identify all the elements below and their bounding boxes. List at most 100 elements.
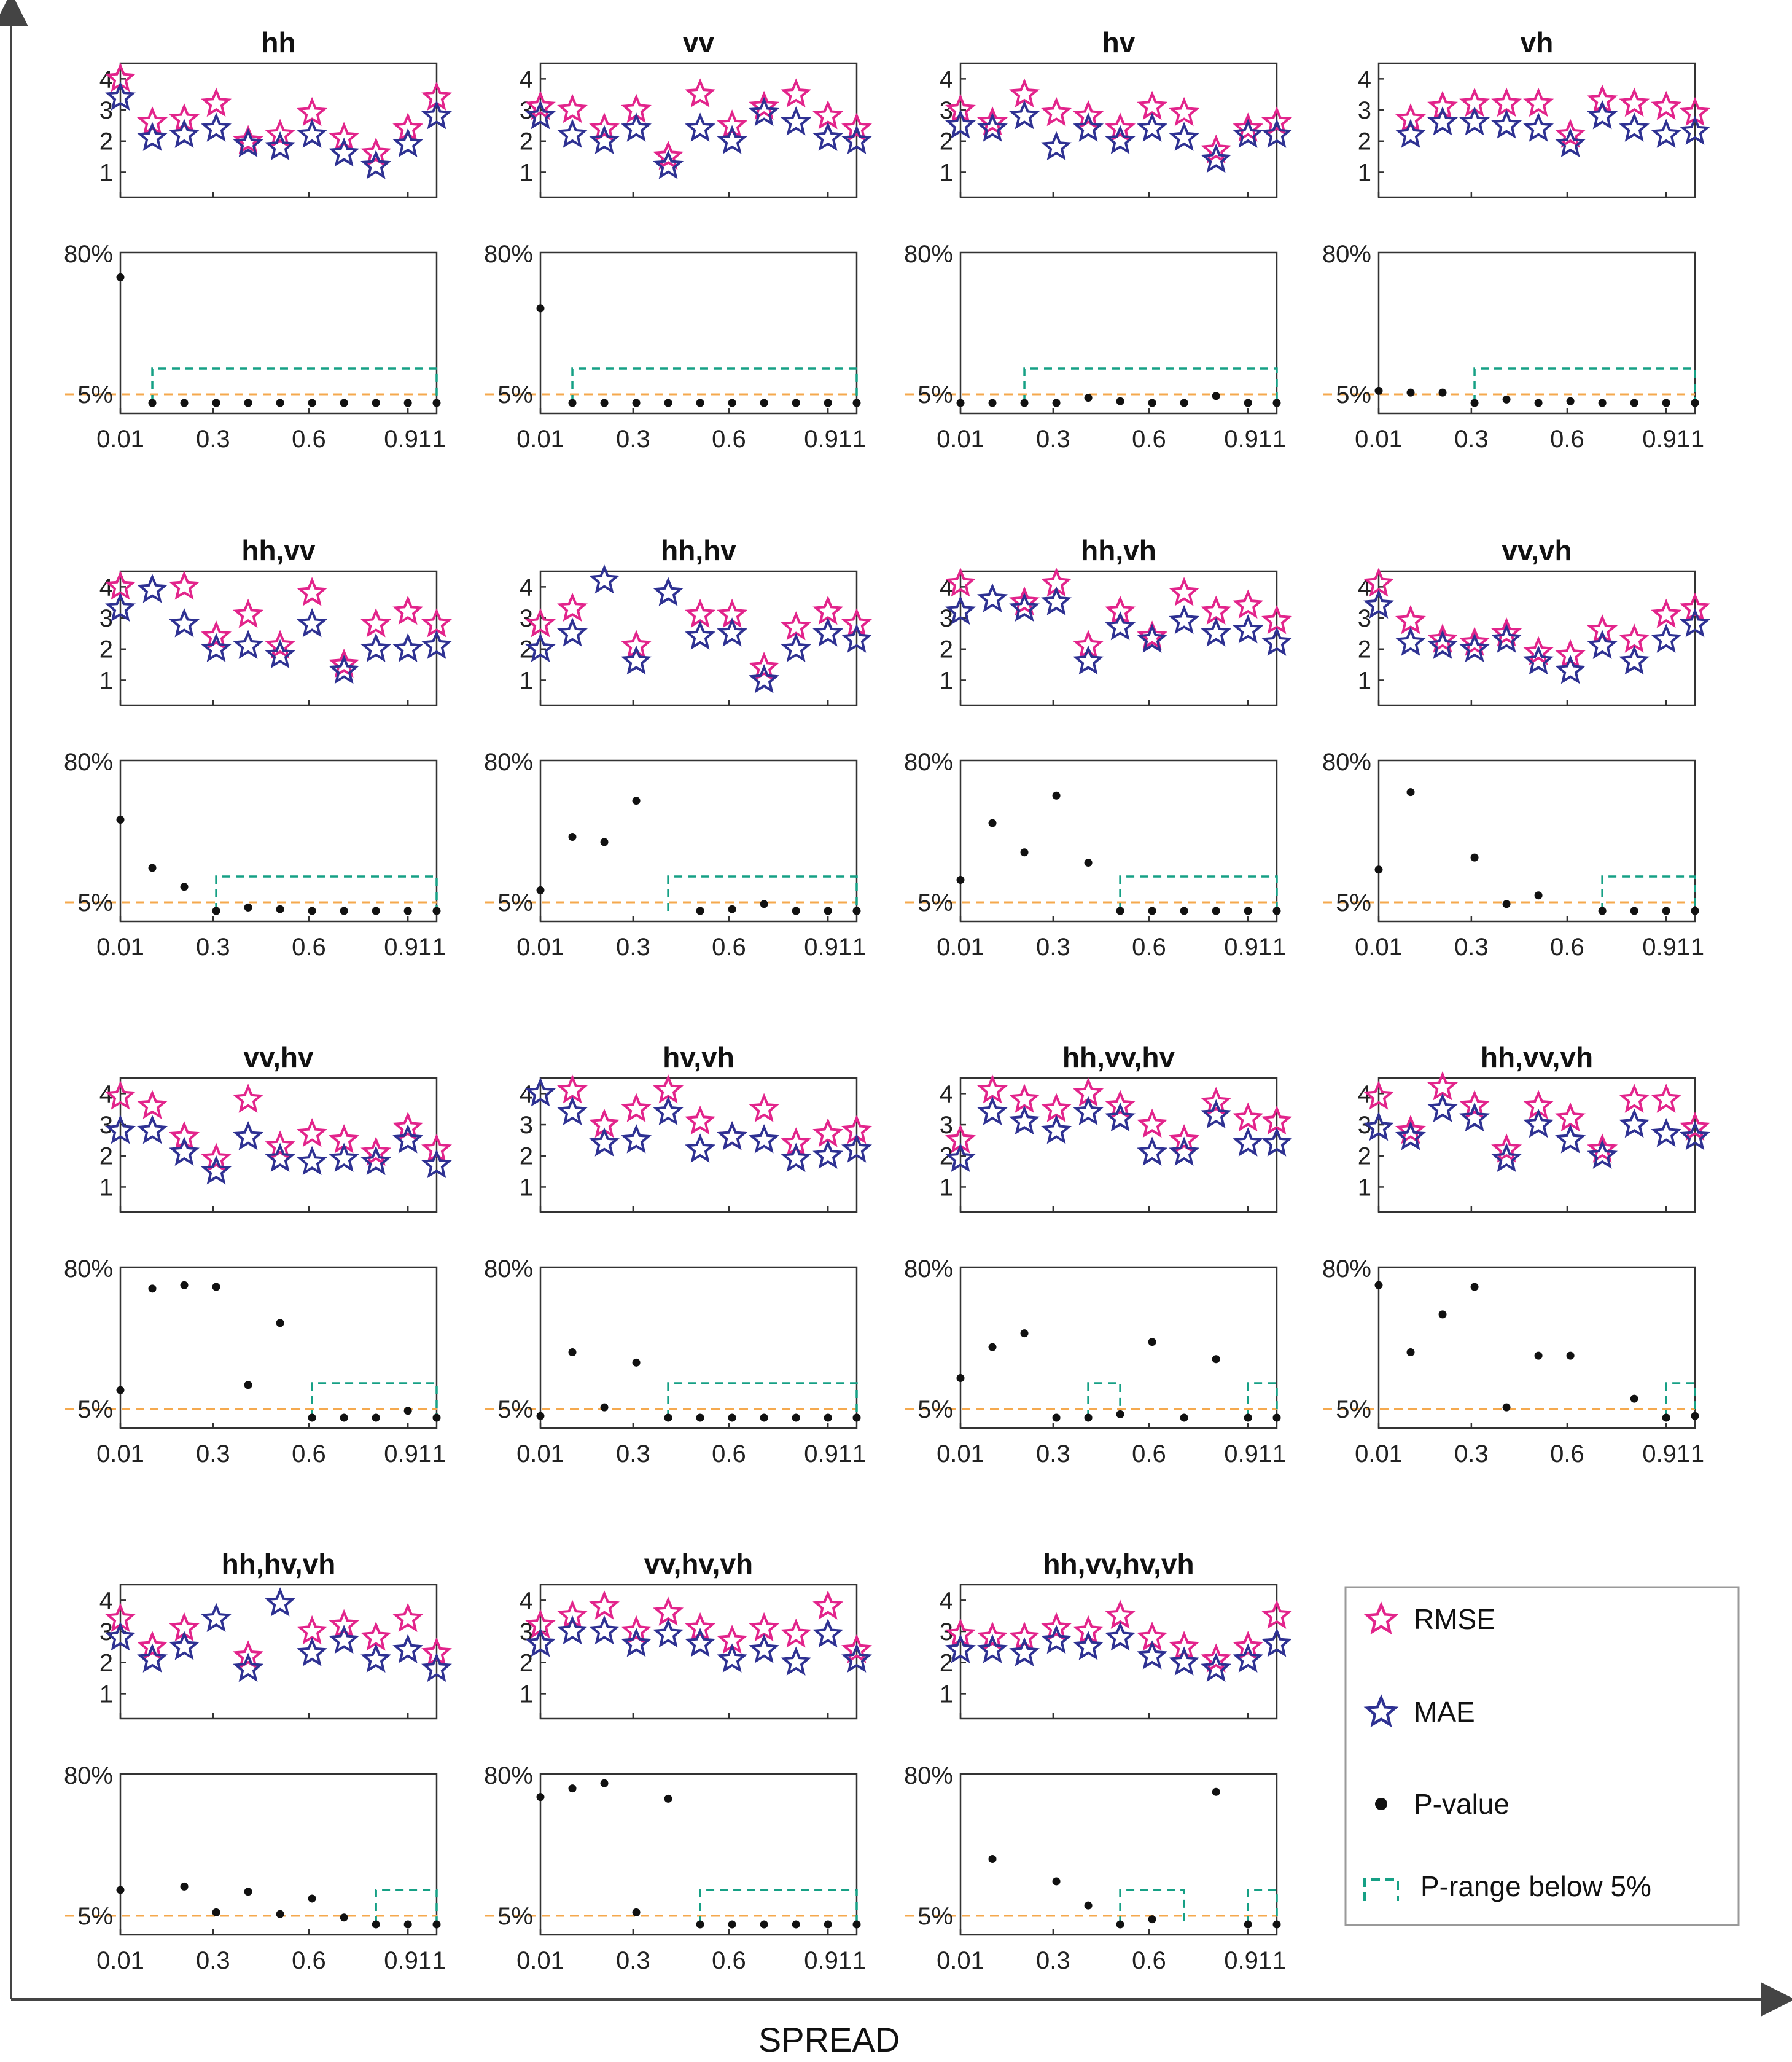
error-y-tick-label: 4	[1358, 1080, 1371, 1107]
pvalue-point	[1534, 1351, 1543, 1360]
error-y-tick-label: 1	[1358, 1174, 1371, 1201]
mae-point	[621, 645, 652, 675]
mae-point	[297, 608, 328, 638]
mae-point	[265, 1587, 296, 1617]
legend-mae-marker	[1363, 1694, 1399, 1728]
panel-title: hh	[261, 26, 295, 58]
panel-title: hh,vv,vh	[1481, 1041, 1593, 1073]
mae-point	[1619, 112, 1650, 142]
pvalue-y-tick-label: 80%	[904, 241, 953, 268]
error-y-tick-label: 2	[1358, 1143, 1371, 1170]
x-tick-label: 0.6	[712, 1440, 746, 1467]
legend-rmse-star	[1363, 1601, 1399, 1635]
rmse-point	[1233, 112, 1264, 142]
mae-point	[1555, 654, 1586, 684]
mae-point	[685, 620, 716, 650]
mae-point	[360, 633, 392, 662]
pvalue-point	[1630, 399, 1638, 407]
pvalue-point	[568, 399, 577, 407]
x-tick-label: 0.3	[1036, 1440, 1070, 1467]
mae-point	[1009, 1637, 1040, 1666]
pvalue-y-tick-label: 5%	[917, 381, 953, 408]
rmse-point	[685, 78, 716, 107]
pvalue-y-tick-label: 80%	[904, 749, 953, 776]
pvalue-point	[760, 1920, 768, 1929]
pvalue-point	[824, 907, 832, 915]
mae-point	[717, 1643, 748, 1673]
pvalue-point	[696, 1413, 704, 1422]
pvalue-plot-frame	[959, 1266, 1278, 1429]
x-tick-label: 0.01	[96, 1947, 144, 1974]
mae-point	[749, 1634, 780, 1663]
rmse-point	[329, 648, 360, 678]
p-range-below-5pct	[215, 875, 438, 911]
pvalue-point	[403, 1407, 412, 1415]
rmse-point	[1395, 1115, 1426, 1144]
pvalue-y-tick-label: 80%	[1322, 241, 1371, 268]
mae-point	[421, 1652, 452, 1682]
p-range-below-5pct	[1023, 367, 1278, 403]
pvalue-point	[536, 1412, 545, 1420]
pvalue-point	[1691, 1412, 1699, 1420]
legend-mae-label: MAE	[1414, 1696, 1475, 1728]
pvalue-point	[1598, 399, 1607, 407]
mae-point	[945, 595, 976, 625]
rmse-point	[525, 90, 556, 120]
p-range-below-5pct	[1119, 875, 1278, 911]
mae-point	[525, 633, 556, 662]
mae-point	[945, 1142, 976, 1172]
pvalue-point	[432, 399, 441, 407]
mae-point	[329, 1625, 360, 1654]
rmse-point	[265, 630, 296, 659]
x-tick-label: 1	[432, 426, 446, 453]
pvalue-point	[1534, 891, 1543, 900]
x-tick-label: 0.6	[1550, 1440, 1584, 1467]
rmse-point	[233, 125, 264, 154]
error-plot-frame	[539, 1077, 858, 1213]
error-y-tick-label: 4	[940, 574, 953, 601]
mae-point	[557, 1096, 588, 1126]
error-y-tick-label: 3	[99, 1619, 113, 1646]
mae-point	[1261, 627, 1292, 656]
pvalue-point	[824, 1920, 832, 1929]
mae-point	[749, 664, 780, 693]
mae-point	[137, 122, 168, 151]
x-tick-label: 1	[852, 426, 866, 453]
rmse-point	[1651, 90, 1682, 120]
error-y-tick-label: 4	[99, 1080, 113, 1107]
rmse-point	[685, 1105, 716, 1135]
x-tick-label: 1	[432, 1947, 446, 1974]
mae-point	[653, 577, 684, 606]
pvalue-point	[852, 907, 861, 915]
x-tick-label: 1	[1691, 426, 1704, 453]
rmse-point	[1651, 598, 1682, 628]
error-y-tick-label: 4	[940, 1587, 953, 1614]
x-tick-label: 0.3	[1036, 1947, 1070, 1974]
x-tick-label: 1	[1272, 934, 1286, 961]
mae-point	[1169, 122, 1200, 151]
pvalue-point	[536, 304, 545, 313]
rmse-point	[841, 112, 872, 142]
p-range-below-5pct	[375, 1889, 438, 1924]
mae-point	[265, 1142, 296, 1172]
error-y-tick-label: 3	[1358, 1112, 1371, 1139]
pvalue-point	[308, 1413, 316, 1422]
mae-point	[1137, 623, 1168, 653]
mae-point	[1073, 1631, 1104, 1660]
rmse-point	[201, 620, 232, 650]
pvalue-point	[1566, 397, 1575, 405]
mae-point	[1233, 119, 1264, 148]
mae-point	[525, 1628, 556, 1657]
pvalue-point	[600, 1779, 609, 1787]
pvalue-point	[1244, 907, 1252, 915]
rmse-point	[360, 608, 392, 638]
pvalue-point	[1116, 1920, 1124, 1929]
x-tick-label: 1	[1691, 934, 1704, 961]
rmse-point	[1619, 87, 1650, 117]
rmse-point	[1169, 577, 1200, 606]
mae-point	[1137, 112, 1168, 142]
mae-point	[1555, 1124, 1586, 1154]
